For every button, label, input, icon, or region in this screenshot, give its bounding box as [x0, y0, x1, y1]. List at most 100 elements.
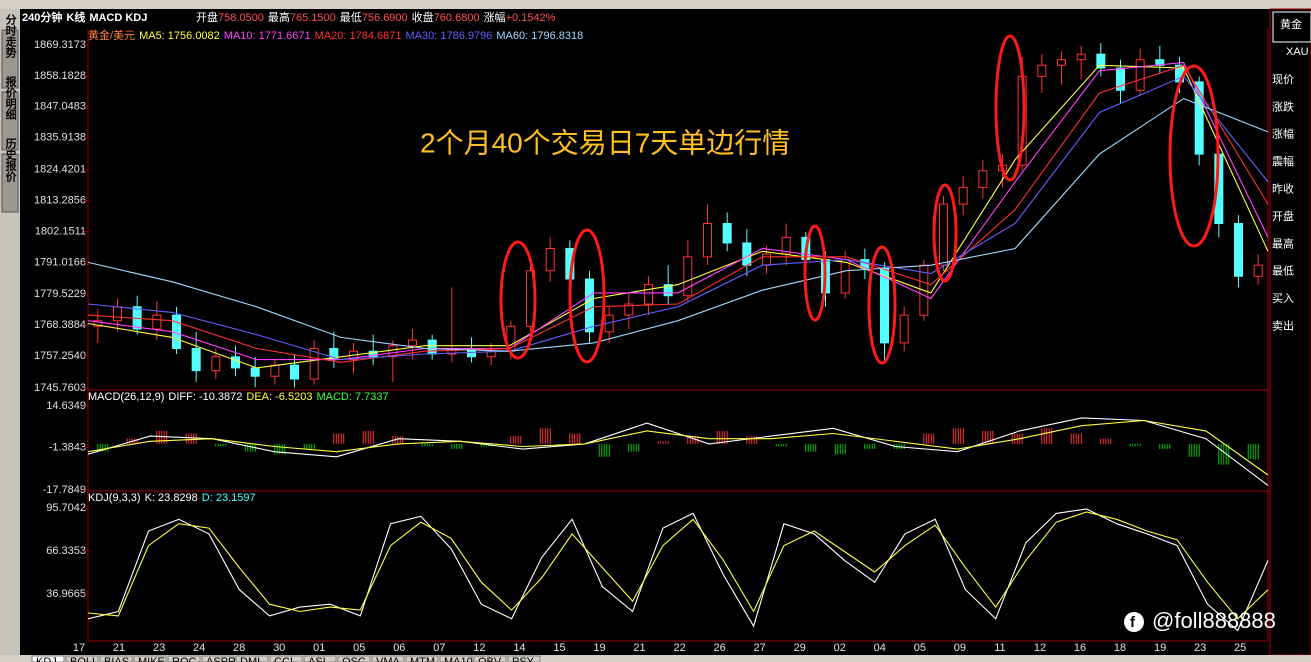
- x-tick-label: 22: [673, 642, 685, 654]
- bottom-tab-label: BIAS: [104, 656, 129, 662]
- candle-body: [408, 339, 417, 347]
- bottom-tab: [269, 655, 303, 662]
- right-label: 涨幅: [1272, 128, 1294, 141]
- x-tick-label: 23: [1194, 642, 1206, 654]
- candle-body: [388, 345, 398, 358]
- candle-body: [231, 356, 240, 369]
- candle-body: [742, 242, 752, 266]
- right-title: 黄金: [1280, 17, 1302, 31]
- candle-body: [1135, 59, 1145, 91]
- fb-icon: [1124, 612, 1144, 632]
- symbol: 黄金/美元: [88, 28, 135, 42]
- highlight: [867, 245, 897, 365]
- menu-bar: [0, 0, 1311, 9]
- kdj-legend: K: 23.8298: [145, 492, 198, 504]
- bottom-tab: [337, 655, 371, 662]
- fb-f: f: [1130, 614, 1136, 631]
- x-tick-label: 06: [393, 642, 405, 654]
- bottom-tab: [167, 655, 201, 662]
- candle-body: [486, 350, 496, 358]
- x-tick-label: 16: [1074, 642, 1086, 654]
- quote-label: 开盘: [196, 10, 218, 24]
- dea-line: [87, 419, 1269, 476]
- bottom-tab: [371, 655, 405, 662]
- candle-body: [683, 256, 693, 297]
- highlight: [499, 240, 537, 360]
- right-label: 买入: [1272, 292, 1294, 305]
- candle-body: [624, 303, 634, 316]
- bottom-tab: [439, 655, 473, 662]
- candle-body: [1037, 64, 1047, 77]
- y-tick-label: 1802.1511: [35, 225, 86, 237]
- y-tick-label: -17.7849: [43, 484, 86, 496]
- bottom-tab-label: ASI: [308, 656, 326, 662]
- x-tick-label: 17: [73, 642, 85, 654]
- candle-body: [250, 367, 260, 377]
- candle-body: [309, 347, 319, 380]
- candle-body: [1234, 223, 1243, 277]
- bottom-tab: [201, 655, 235, 662]
- macd-legend: DEA: -6.5203: [246, 391, 312, 403]
- ma-line: [87, 75, 1269, 361]
- macd-legend: MACD(26,12,9): [88, 391, 164, 403]
- right-label: 涨跌: [1272, 99, 1294, 113]
- y-tick-label: 95.7042: [46, 502, 86, 514]
- right-label: 最高: [1272, 236, 1294, 250]
- right-code: XAU: [1286, 46, 1309, 58]
- side-tab-label: 报价明细: [4, 75, 17, 121]
- candle-body: [270, 364, 280, 377]
- y-tick-label: 1858.1828: [34, 70, 86, 82]
- x-tick-label: 29: [794, 642, 806, 654]
- x-tick-label: 27: [754, 642, 766, 654]
- legend-entry: MA20: 1784.6871: [315, 30, 402, 42]
- kdj-legend: KDJ(9,3,3): [88, 492, 141, 504]
- y-tick-label: 1847.0483: [34, 101, 86, 113]
- watermark: @foll888888: [1152, 608, 1276, 633]
- y-tick-label: 1824.4201: [34, 164, 86, 176]
- candle-body: [722, 223, 732, 244]
- quote-label: 涨幅: [484, 11, 506, 24]
- right-label: 昨收: [1272, 182, 1294, 196]
- diff-line: [87, 417, 1269, 486]
- annotation: 2个月40个交易日7天单边行情: [420, 127, 790, 158]
- y-tick-label: 1779.5229: [34, 288, 86, 300]
- kdj-legend: D: 23.1597: [202, 492, 256, 504]
- highlights: [499, 34, 1220, 365]
- ma-line: [87, 61, 1269, 361]
- quote-value: 758.0500: [218, 12, 264, 24]
- legend-entry: MA60: 1796.8318: [496, 30, 583, 42]
- bottom-tab-label: PSY: [512, 656, 535, 662]
- macd-legend: MACD: 7.7337: [316, 391, 388, 403]
- bottom-tab: [65, 655, 99, 662]
- bottom-tab: [31, 655, 65, 662]
- candle-body: [644, 284, 653, 305]
- candle-body: [978, 170, 988, 188]
- bottom-tab-label: ROC: [172, 656, 197, 662]
- x-tick-label: 19: [1154, 642, 1166, 654]
- candle-body: [762, 253, 771, 266]
- y-tick-label: 36.9665: [46, 588, 86, 600]
- side-tab: [1, 29, 19, 89]
- side-tab-label: 分时走势: [4, 13, 18, 59]
- bottom-tab-label: CCI: [274, 656, 293, 662]
- side-tab: [1, 91, 19, 151]
- quote-value: 756.6900: [362, 12, 408, 24]
- candle-body: [958, 186, 968, 205]
- macd-legend: DIFF: -10.3872: [168, 391, 242, 403]
- side-tab-label: 历史报价: [4, 138, 17, 183]
- bottom-tab: [405, 655, 439, 662]
- highlight: [932, 183, 958, 283]
- x-tick-label: 14: [513, 642, 525, 654]
- y-tick-label: 1813.2856: [34, 194, 86, 206]
- bottom-tab-label: ASPR: [206, 656, 236, 662]
- y-tick-label: 66.3353: [46, 545, 86, 557]
- x-tick-label: 12: [1034, 642, 1046, 654]
- x-tick-label: 21: [113, 642, 125, 654]
- candle-body: [663, 284, 673, 297]
- x-tick-label: 24: [193, 642, 205, 654]
- y-tick-label: 1745.7603: [34, 382, 86, 394]
- y-tick-label: 1835.9138: [34, 132, 86, 144]
- x-tick-label: 04: [874, 642, 886, 654]
